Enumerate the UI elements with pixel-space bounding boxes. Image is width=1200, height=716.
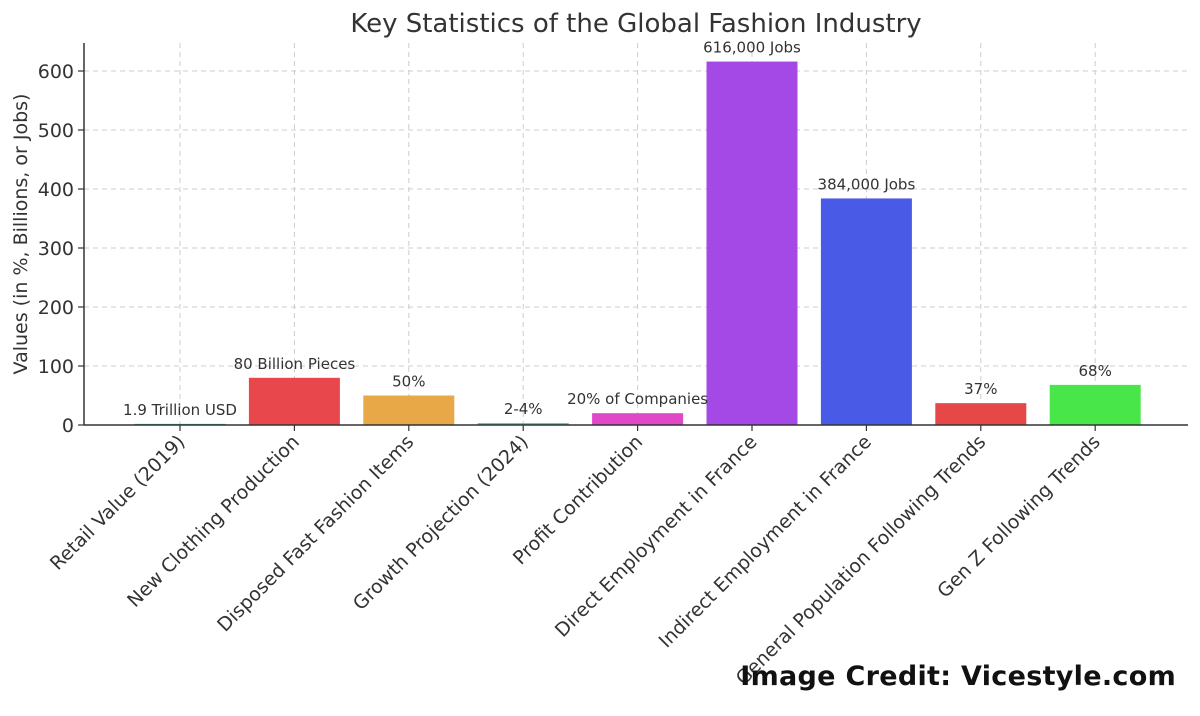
data-label: 20% of Companies bbox=[567, 390, 708, 408]
chart-title: Key Statistics of the Global Fashion Ind… bbox=[350, 9, 921, 39]
bar bbox=[706, 61, 798, 426]
bars bbox=[134, 61, 1141, 426]
data-label: 68% bbox=[1079, 362, 1112, 380]
data-labels: 1.9 Trillion USD 80 Billion Pieces 50% 2-4%… bbox=[123, 39, 1112, 419]
x-tick-label: Profit Contribution bbox=[509, 431, 647, 569]
y-tick-label: 100 bbox=[38, 356, 74, 378]
x-tick-label: Disposed Fast Fashion Items bbox=[213, 431, 418, 636]
bar bbox=[363, 395, 455, 425]
x-tick-label: Indirect Employment in France bbox=[655, 431, 876, 652]
y-axis-ticks: 0 100 200 300 400 500 600 bbox=[38, 61, 84, 437]
bar bbox=[248, 377, 340, 425]
bar bbox=[477, 423, 569, 425]
data-label: 1.9 Trillion USD bbox=[123, 401, 237, 419]
data-label: 2-4% bbox=[504, 400, 543, 418]
data-label: 384,000 Jobs bbox=[818, 175, 916, 193]
y-axis-label: Values (in %, Billions, or Jobs) bbox=[10, 94, 32, 375]
x-axis-ticks: Retail Value (2019)New Clothing Producti… bbox=[46, 425, 1105, 690]
bar bbox=[820, 198, 912, 425]
x-tick-label: General Population Following Trends bbox=[732, 431, 991, 690]
bar bbox=[592, 413, 684, 425]
y-tick-label: 0 bbox=[62, 415, 74, 437]
y-tick-label: 500 bbox=[38, 120, 74, 142]
data-label: 37% bbox=[964, 380, 997, 398]
data-label: 80 Billion Pieces bbox=[234, 355, 356, 373]
image-credit: Image Credit: Vicestyle.com bbox=[740, 661, 1176, 692]
data-label: 50% bbox=[392, 373, 425, 391]
data-label: 616,000 Jobs bbox=[703, 39, 801, 57]
y-tick-label: 300 bbox=[38, 238, 74, 260]
bar bbox=[935, 403, 1027, 425]
bar bbox=[1049, 384, 1141, 425]
x-tick-label: Direct Employment in France bbox=[551, 431, 762, 642]
y-tick-label: 200 bbox=[38, 297, 74, 319]
y-tick-label: 600 bbox=[38, 61, 74, 83]
y-tick-label: 400 bbox=[38, 179, 74, 201]
